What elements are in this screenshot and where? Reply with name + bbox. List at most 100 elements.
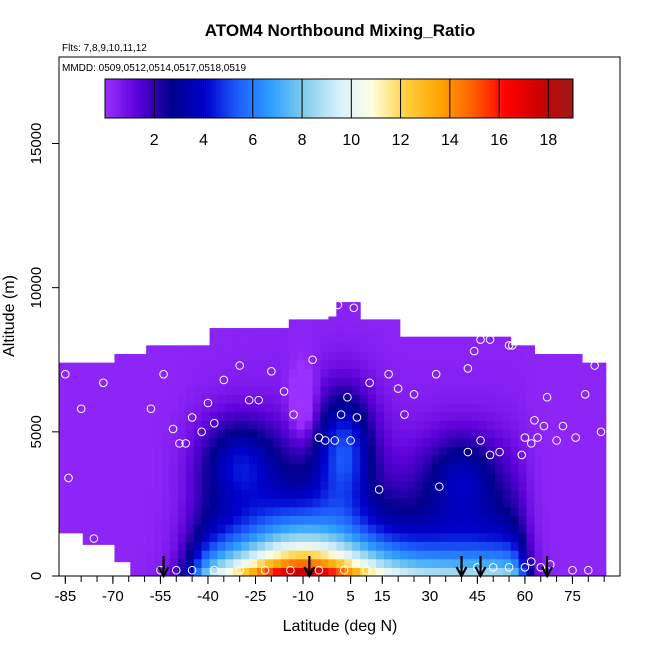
heatmap-cell — [447, 420, 456, 430]
sample-point — [485, 450, 495, 460]
colorbar-swatch — [274, 79, 278, 118]
heatmap-cell — [114, 501, 123, 511]
heatmap-cell — [209, 394, 219, 404]
heatmap-cell — [98, 466, 108, 476]
heatmap-cell — [185, 411, 195, 421]
heatmap-cell — [383, 454, 393, 465]
heatmap-cell — [463, 428, 472, 439]
heatmap-cell — [66, 463, 76, 473]
heatmap-cell — [478, 498, 488, 508]
heatmap-cell — [233, 428, 242, 439]
heatmap-cell — [447, 567, 456, 576]
heatmap-cell — [146, 420, 155, 430]
heatmap-cell — [320, 524, 329, 534]
heatmap-cell — [589, 368, 599, 378]
heatmap-cell — [344, 454, 353, 465]
heatmap-cell — [431, 558, 440, 568]
heatmap-cell — [581, 506, 591, 517]
colorbar-swatch — [555, 79, 559, 118]
heatmap-cell — [352, 333, 361, 344]
heatmap-cell — [574, 567, 583, 576]
heatmap-cell — [272, 498, 282, 508]
heatmap-cell — [312, 411, 322, 421]
heatmap-cell — [526, 411, 536, 421]
heatmap-cell — [550, 472, 559, 482]
heatmap-cell — [114, 492, 123, 502]
heatmap-cell — [391, 558, 401, 568]
heatmap-cell — [328, 506, 337, 517]
heatmap-cell — [82, 509, 92, 519]
colorbar-swatch — [422, 79, 426, 118]
heatmap-cell — [90, 371, 100, 381]
heatmap-cell — [566, 454, 575, 465]
x-axis-label: Latitude (deg N) — [283, 618, 398, 635]
heatmap-cell — [344, 325, 353, 335]
sample-point — [374, 485, 384, 494]
sample-point — [533, 433, 542, 442]
heatmap-cell — [201, 351, 211, 361]
heatmap-cell — [296, 489, 306, 499]
heatmap-cell — [177, 428, 187, 439]
heatmap-cell — [320, 454, 329, 465]
heatmap-cell — [146, 454, 155, 465]
sample-point — [498, 326, 508, 336]
heatmap-cell — [209, 342, 219, 352]
heatmap-cell — [383, 437, 393, 447]
heatmap-cell — [272, 428, 282, 439]
heatmap-cell — [399, 541, 409, 551]
heatmap-cell — [74, 385, 84, 395]
heatmap-cell — [344, 498, 353, 508]
heatmap-cell — [391, 515, 401, 525]
heatmap-cell — [368, 489, 377, 499]
heatmap-cell — [66, 480, 76, 491]
heatmap-cell — [66, 515, 76, 525]
sample-point — [346, 436, 355, 445]
heatmap-cell — [130, 506, 139, 517]
heatmap-cell — [447, 454, 456, 465]
heatmap-cell — [352, 437, 361, 447]
heatmap-cell — [201, 506, 211, 517]
heatmap-cell — [122, 535, 131, 545]
heatmap-cell — [391, 532, 401, 542]
heatmap-cell — [375, 333, 385, 344]
heatmap-cell — [185, 403, 195, 413]
heatmap-cell — [360, 351, 369, 361]
heatmap-cell — [217, 446, 226, 456]
heatmap-cell — [280, 524, 290, 534]
heatmap-cell — [233, 411, 242, 421]
heatmap-cell — [542, 446, 551, 456]
heatmap-cell — [217, 558, 226, 568]
heatmap-cell — [296, 454, 306, 465]
heatmap-cell — [328, 558, 337, 568]
heatmap-cell — [312, 333, 322, 344]
sample-point — [235, 361, 244, 370]
heatmap-cell — [518, 411, 528, 421]
heatmap-cell — [130, 377, 139, 387]
heatmap-cell — [90, 509, 100, 519]
heatmap-cell — [542, 385, 551, 395]
colorbar-swatch — [215, 79, 219, 118]
heatmap-cell — [566, 524, 575, 534]
heatmap-cell — [130, 541, 139, 551]
colorbar-swatch — [407, 79, 411, 118]
heatmap-cell — [177, 558, 187, 568]
heatmap-cell — [288, 342, 298, 352]
colorbar-swatch — [467, 79, 471, 118]
heatmap-cell — [431, 420, 440, 430]
heatmap-cell — [114, 362, 123, 372]
sample-point — [187, 565, 197, 575]
heatmap-cell — [558, 368, 567, 378]
heatmap-cell — [399, 403, 409, 413]
heatmap-cell — [550, 480, 559, 491]
heatmap-cell — [225, 446, 234, 456]
colorbar-swatch — [447, 79, 451, 118]
heatmap-cell — [494, 541, 504, 551]
heatmap-cell — [146, 345, 155, 352]
heatmap-cell — [209, 333, 219, 344]
heatmap-cell — [431, 532, 440, 542]
heatmap-cell — [494, 336, 504, 344]
heatmap-cell — [336, 446, 345, 456]
heatmap-cell — [130, 558, 139, 568]
heatmap-cell — [288, 446, 298, 456]
heatmap-cell — [431, 385, 440, 395]
